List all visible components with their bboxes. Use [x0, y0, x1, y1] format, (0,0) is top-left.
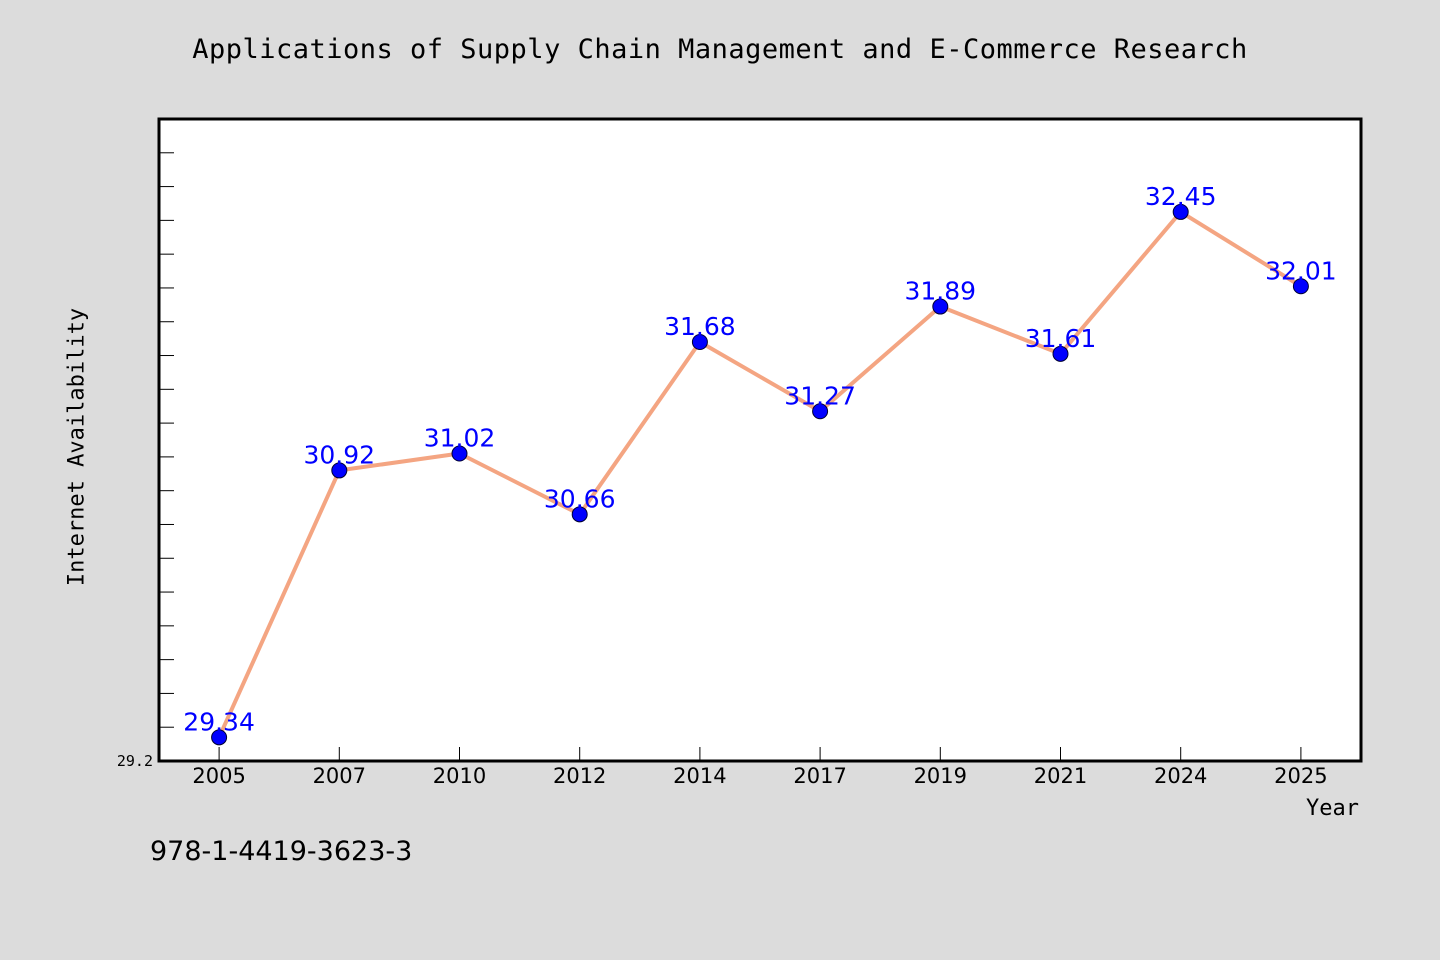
data-point	[1292, 278, 1309, 295]
x-tick-label: 2007	[313, 764, 366, 788]
plot-area	[159, 119, 1361, 761]
isbn-text: 978-1-4419-3623-3	[150, 836, 413, 867]
x-tick-label: 2024	[1154, 764, 1207, 788]
x-tick-label: 2012	[553, 764, 606, 788]
data-point	[331, 462, 348, 479]
x-tick-label: 2014	[673, 764, 726, 788]
data-point	[691, 334, 708, 351]
data-label: 32.45	[1145, 182, 1217, 211]
data-label: 31.61	[1025, 324, 1097, 353]
data-point	[211, 729, 228, 746]
x-axis-label: Year	[1306, 796, 1359, 821]
data-point	[571, 506, 588, 523]
x-tick-label: 2010	[433, 764, 486, 788]
x-tick-label: 2021	[1034, 764, 1087, 788]
data-label: 29.34	[183, 707, 255, 736]
x-tick-label: 2005	[192, 764, 245, 788]
y-tick-label: 29.2	[117, 752, 153, 770]
series-line	[217, 209, 1303, 740]
data-label: 30.66	[544, 484, 616, 513]
data-point	[812, 403, 829, 420]
data-point	[932, 298, 949, 315]
data-label: 31.89	[905, 277, 977, 306]
data-point	[451, 445, 468, 462]
chart-title: Applications of Supply Chain Management …	[192, 34, 1248, 65]
x-tick-label: 2017	[793, 764, 846, 788]
data-label: 32.01	[1265, 256, 1337, 285]
x-tick-label: 2025	[1274, 764, 1327, 788]
data-point	[1172, 203, 1189, 220]
data-point	[1052, 345, 1069, 362]
data-label: 31.68	[664, 312, 736, 341]
data-label: 30.92	[304, 440, 376, 469]
x-tick-label: 2019	[914, 764, 967, 788]
data-label: 31.02	[424, 424, 496, 453]
data-label: 31.27	[784, 381, 856, 410]
plot-frame	[157, 117, 1363, 763]
